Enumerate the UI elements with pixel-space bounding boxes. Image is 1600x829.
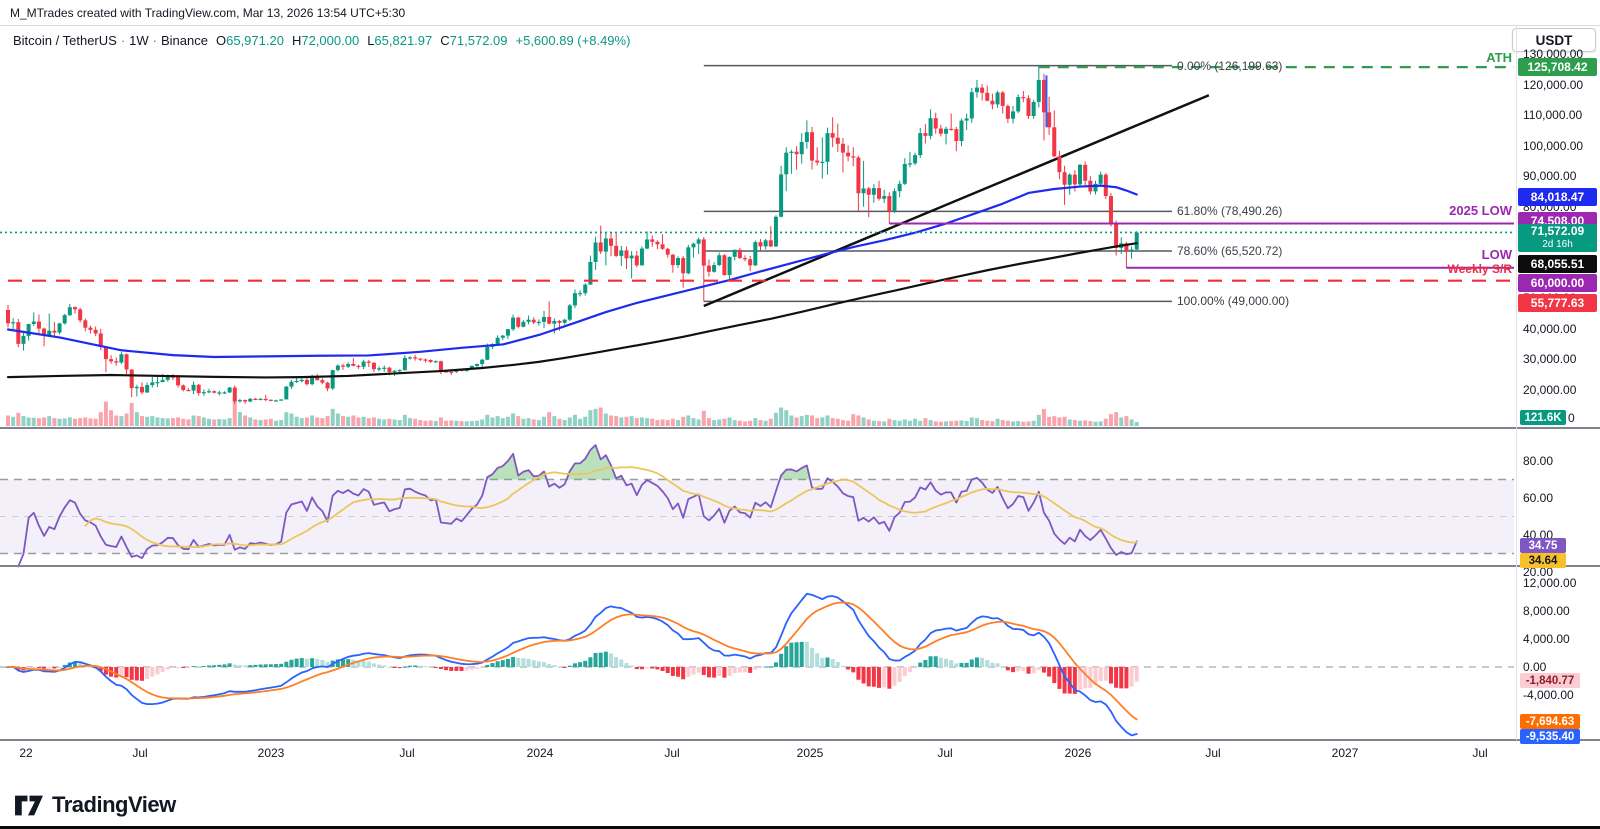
countdown-timer: 2d 16h — [1542, 239, 1573, 250]
time-axis-label: Jul — [664, 746, 680, 760]
volume-badge: 121.6K — [1520, 410, 1566, 425]
indicator-badge-rsi: 34.75 — [1520, 538, 1566, 553]
tradingview-logo[interactable]: TradingView — [14, 792, 176, 818]
time-axis-label: Jul — [1472, 746, 1488, 760]
level-label-low: LOW — [1481, 247, 1512, 262]
axis-tick-label: 30,000.00 — [1523, 352, 1577, 367]
ohlc-open-key: O — [215, 33, 227, 48]
time-axis-label: Jul — [1205, 746, 1221, 760]
indicator-badge-rsi-ma: 34.64 — [1520, 553, 1566, 568]
tradingview-logo-text: TradingView — [52, 792, 176, 817]
axis-tick-label: 90,000.00 — [1523, 169, 1577, 184]
price-change: +5,600.89 (+8.49%) — [515, 33, 631, 48]
watermark-text: M_MTrades created with TradingView.com, … — [10, 6, 406, 20]
symbol-title[interactable]: Bitcoin / TetherUS · 1W · Binance — [13, 33, 208, 48]
time-axis-divider — [0, 739, 1600, 741]
bottom-edge-bar — [0, 826, 1600, 829]
axis-tick-label: 100,000.00 — [1523, 138, 1584, 153]
level-label-weekly-s-r: Weekly S/R — [1447, 262, 1512, 276]
legend-separator: · — [152, 33, 157, 48]
time-axis-label: Jul — [399, 746, 415, 760]
price-badge-last-price: 71,572.09 2d 16h — [1518, 224, 1597, 252]
price-badge-ma-black: 68,055.51 — [1518, 255, 1597, 273]
symbol-name: Bitcoin / TetherUS — [13, 33, 117, 48]
time-axis-label: 2024 — [526, 746, 554, 760]
price-badge-value: 125,708.42 — [1527, 59, 1588, 74]
axis-tick-label: 40,000.00 — [1523, 321, 1577, 336]
time-axis-label: 22 — [19, 746, 33, 760]
price-badge-value: 60,000.00 — [1530, 275, 1585, 290]
price-badge-ma-blue: 84,018.47 — [1518, 188, 1597, 206]
ohlc-high-value: 72,000.00 — [301, 33, 360, 48]
time-axis-label: Jul — [937, 746, 953, 760]
time-axis-label: 2026 — [1064, 746, 1092, 760]
pane-divider-rsi-macd[interactable] — [0, 565, 1600, 567]
tradingview-logo-icon — [15, 795, 43, 815]
time-axis-label: 2025 — [796, 746, 824, 760]
time-axis-label: Jul — [132, 746, 148, 760]
axis-tick-label: 8,000.00 — [1523, 604, 1570, 618]
level-label-2025-low: 2025 LOW — [1449, 203, 1512, 218]
time-axis-label: 2023 — [257, 746, 285, 760]
fib-level-label: 0.00% (126,199.63) — [1177, 58, 1283, 73]
fib-level-label: 78.60% (65,520.72) — [1177, 243, 1283, 258]
ohlc-low-value: 65,821.97 — [374, 33, 433, 48]
ohlc-high-key: H — [291, 33, 302, 48]
axis-tick-label: 60.00 — [1523, 491, 1554, 505]
price-badge-ath-level: 125,708.42 — [1518, 58, 1597, 76]
axis-tick-label: 20,000.00 — [1523, 382, 1577, 397]
axis-tick-label: 130,000.00 — [1523, 47, 1584, 61]
ohlc-low-key: L — [367, 33, 375, 48]
indicator-badge-macd-hist: -1,840.77 — [1520, 673, 1580, 688]
time-axis-label: 2027 — [1331, 746, 1359, 760]
price-badge-value: 68,055.51 — [1530, 256, 1585, 271]
axis-tick-label: 0 — [1568, 411, 1575, 425]
indicator-badge-macd-line: -9,535.40 — [1520, 729, 1580, 744]
fib-level-label: 100.00% (49,000.00) — [1177, 294, 1290, 309]
level-label-ath: ATH — [1486, 50, 1512, 65]
price-axis-divider — [1516, 25, 1517, 740]
legend-separator: · — [120, 33, 126, 48]
ohlc-close-value: 71,572.09 — [449, 33, 508, 48]
chart-legend: Bitcoin / TetherUS · 1W · Binance O65,971.20 H… — [13, 33, 630, 48]
price-badge-weekly-sr: 55,777.63 — [1518, 294, 1597, 312]
indicator-badge-macd-signal: -7,694.63 — [1520, 714, 1580, 729]
axis-tick-label: 4,000.00 — [1523, 632, 1570, 646]
axis-tick-label: 0.00 — [1523, 660, 1547, 674]
price-badge-value: 74,508.00 — [1530, 213, 1585, 228]
ohlc-close-key: C — [440, 33, 450, 48]
axis-tick-label: 110,000.00 — [1523, 108, 1583, 123]
interval-label[interactable]: 1W — [129, 33, 149, 48]
price-badge-value: 55,777.63 — [1530, 295, 1585, 310]
axis-tick-label: 12,000.00 — [1523, 576, 1577, 590]
price-badge-value: 71,572.09 — [1530, 224, 1585, 238]
price-badge-level-low: 60,000.00 — [1518, 274, 1597, 292]
top-divider — [0, 25, 1600, 26]
axis-tick-label: 120,000.00 — [1523, 77, 1584, 92]
exchange-label: Binance — [161, 33, 208, 48]
pane-divider-volume-rsi[interactable] — [0, 427, 1600, 429]
axis-tick-label: -4,000.00 — [1523, 688, 1574, 702]
ohlc-open-value: 65,971.20 — [226, 33, 284, 48]
currency-toggle-button[interactable]: USDT — [1512, 28, 1596, 52]
fib-level-label: 61.80% (78,490.26) — [1177, 204, 1283, 219]
axis-tick-label: 20.00 — [1523, 565, 1554, 579]
axis-tick-label: 80.00 — [1523, 454, 1554, 468]
price-badge-value: 84,018.47 — [1530, 189, 1585, 204]
